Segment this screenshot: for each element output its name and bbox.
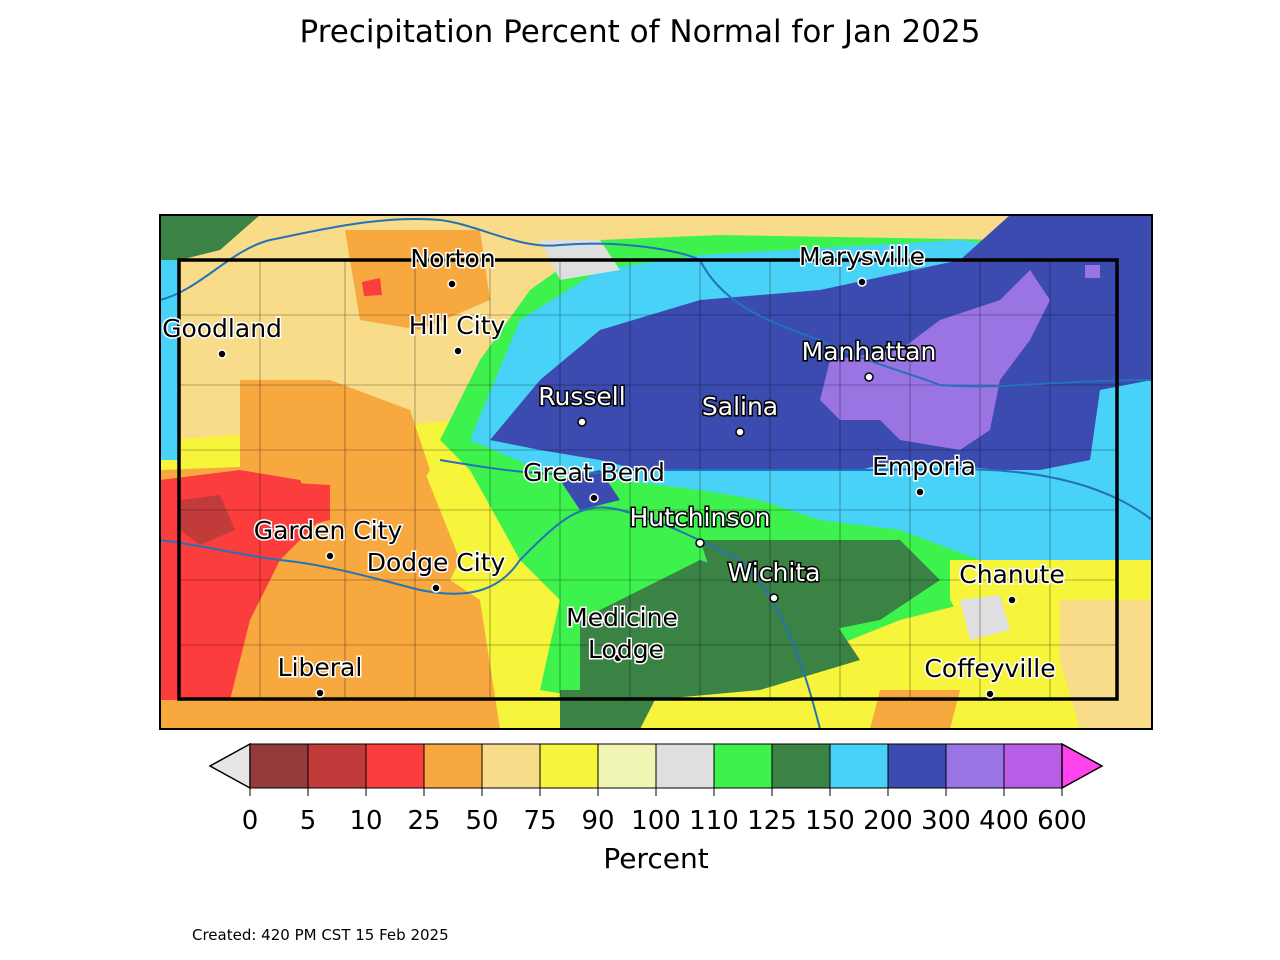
city-dot-hill-city: [453, 346, 463, 356]
colorbar-bin-10-25: [365, 743, 425, 789]
colorbar-bin-90-100: [597, 743, 657, 789]
city-dot-marysville: [857, 277, 867, 287]
map-frame: [159, 214, 1153, 730]
colorbar-bin-300-400: [945, 743, 1005, 789]
colorbar-tick-label: 75: [523, 806, 556, 836]
city-markers: Norton Marysville Goodland Hill City Manhatt…: [161, 241, 1066, 699]
county-boundaries: [180, 260, 1117, 700]
city-label-salina: Salina: [702, 392, 778, 421]
city-dot-salina: [735, 427, 745, 437]
city-dot-hutchinson: [695, 538, 705, 548]
colorbar-bin-25-50: [423, 743, 483, 789]
city-label-coffeyville: Coffeyville: [924, 654, 1055, 683]
city-dot-great-bend: [589, 493, 599, 503]
city-dot-russell: [577, 417, 587, 427]
colorbar-tick-label: 400: [979, 806, 1029, 836]
colorbar-bin-400-600: [1003, 743, 1063, 789]
colorbar-bin-150-200: [829, 743, 889, 789]
colorbar-tick-label: 300: [921, 806, 971, 836]
city-dot-garden-city: [325, 551, 335, 561]
colorbar-label: Percent: [603, 842, 709, 875]
colorbar-tick-label: 90: [581, 806, 614, 836]
city-label-russell: Russell: [538, 382, 625, 411]
colorbar-bin-200-300: [887, 743, 947, 789]
city-dot-medicine-lodge: [613, 653, 623, 663]
colorbar-tick-label: 600: [1037, 806, 1087, 836]
city-label-emporia: Emporia: [872, 452, 976, 481]
colorbar-bin-125-150: [771, 743, 831, 789]
colorbar-tick-label: 200: [863, 806, 913, 836]
rivers: [159, 218, 1153, 730]
colorbar-tick-label: 50: [465, 806, 498, 836]
colorbar-bin-100-110: [655, 743, 715, 789]
colorbar-tick-label: 110: [689, 806, 739, 836]
city-label-hutchinson: Hutchinson: [630, 503, 771, 532]
city-label-medicine-lodge: Lodge: [588, 635, 664, 664]
city-dot-liberal: [315, 688, 325, 698]
colorbar-ticks: 0 5 10 25 50 75 90 100 110 125 150 200 300 400 600: [242, 788, 1087, 836]
city-dot-coffeyville: [985, 689, 995, 699]
city-label-marysville: Marysville: [799, 242, 925, 271]
map-title: Precipitation Percent of Normal for Jan …: [299, 14, 981, 50]
city-label-chanute: Chanute: [959, 560, 1065, 589]
colorbar-bin-110-125: [713, 743, 773, 789]
colorbar-tick-label: 100: [631, 806, 681, 836]
city-dot-manhattan: [864, 372, 874, 382]
city-label-wichita: Wichita: [728, 558, 821, 587]
city-dot-dodge-city: [431, 583, 441, 593]
colorbar-bin-5-10: [307, 743, 367, 789]
colorbar-bin-75-90: [539, 743, 599, 789]
colorbar-tick-label: 25: [407, 806, 440, 836]
state-boundary: [177, 258, 1119, 701]
city-dot-norton: [447, 279, 457, 289]
city-label-great-bend: Great Bend: [523, 458, 665, 487]
city-label-hill-city: Hill City: [409, 311, 506, 340]
city-label-medicine-lodge: Medicine: [566, 603, 678, 632]
city-label-goodland: Goodland: [162, 314, 282, 343]
precipitation-fill: [160, 215, 1152, 729]
colorbar-bins: [208, 742, 1104, 790]
city-label-liberal: Liberal: [278, 653, 363, 682]
city-dot-chanute: [1007, 595, 1017, 605]
city-label-dodge-city: Dodge City: [367, 548, 506, 577]
colorbar-tick-label: 5: [300, 806, 317, 836]
city-dot-goodland: [217, 349, 227, 359]
colorbar-tick-label: 10: [349, 806, 382, 836]
city-label-garden-city: Garden City: [254, 516, 403, 545]
colorbar-over-extension: [1061, 742, 1104, 790]
city-label-manhattan: Manhattan: [802, 337, 937, 366]
colorbar-under-extension: [208, 742, 251, 790]
city-label-norton: Norton: [410, 244, 495, 273]
colorbar-tick-label: 0: [242, 806, 259, 836]
colorbar-bin-50-75: [481, 743, 541, 789]
city-dot-wichita: [769, 593, 779, 603]
colorbar-bin-0-5: [249, 743, 309, 789]
city-dot-emporia: [915, 487, 925, 497]
created-timestamp: Created: 420 PM CST 15 Feb 2025: [192, 926, 449, 944]
colorbar-tick-label: 125: [747, 806, 797, 836]
colorbar-tick-label: 150: [805, 806, 855, 836]
